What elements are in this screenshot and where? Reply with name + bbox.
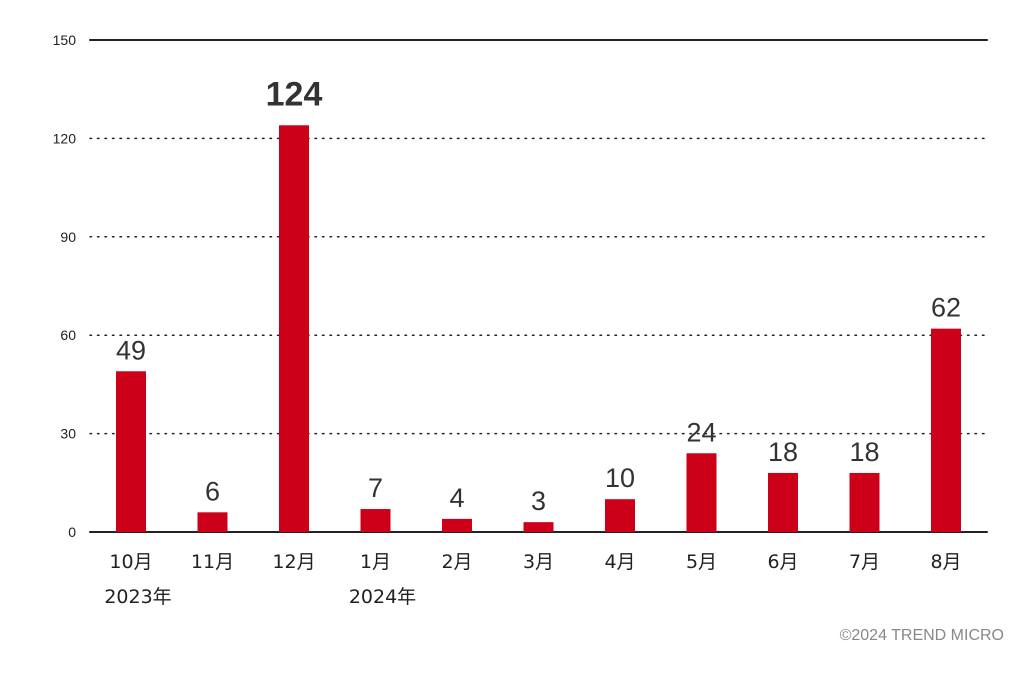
data-labels: 49 6 124 7 4 3 10 24 18 18 62 bbox=[116, 75, 961, 516]
year-label: 2023年 bbox=[104, 586, 171, 608]
data-label: 3 bbox=[531, 486, 546, 516]
data-label: 24 bbox=[686, 417, 716, 447]
bar bbox=[768, 472, 798, 532]
x-axis-category-labels: 10月 11月 12月 1月 2月 3月 4月 5月 6月 7月 8月 bbox=[109, 551, 961, 573]
x-category-label: 5月 bbox=[686, 551, 717, 573]
data-label: 4 bbox=[449, 483, 464, 513]
x-category-label: 3月 bbox=[523, 551, 554, 573]
x-category-label: 11月 bbox=[191, 551, 234, 573]
data-label: 7 bbox=[368, 473, 383, 503]
bar bbox=[442, 518, 472, 532]
data-label: 49 bbox=[116, 335, 146, 365]
bar bbox=[360, 509, 391, 532]
data-label: 6 bbox=[205, 476, 220, 506]
bar bbox=[931, 328, 961, 532]
copyright-text: ©2024 TREND MICRO bbox=[839, 627, 1004, 644]
x-category-label: 6月 bbox=[767, 551, 798, 573]
y-tick-label: 150 bbox=[53, 32, 77, 48]
bar bbox=[279, 125, 309, 532]
y-tick-label: 120 bbox=[53, 130, 77, 146]
y-axis-tick-labels: 0 30 60 90 120 150 bbox=[53, 32, 77, 540]
x-category-label: 7月 bbox=[849, 551, 880, 573]
data-label: 62 bbox=[931, 293, 961, 323]
x-category-label: 8月 bbox=[930, 551, 961, 573]
x-category-label: 4月 bbox=[604, 551, 635, 573]
x-axis-year-labels: 2023年 2024年 bbox=[104, 586, 416, 608]
x-category-label: 1月 bbox=[360, 551, 391, 573]
bar bbox=[197, 512, 228, 532]
x-category-label: 2月 bbox=[441, 551, 472, 573]
data-label: 10 bbox=[605, 463, 635, 493]
bars bbox=[116, 125, 961, 532]
x-category-label: 12月 bbox=[272, 551, 315, 573]
bar bbox=[116, 371, 146, 532]
y-tick-label: 90 bbox=[60, 229, 76, 245]
bar bbox=[849, 472, 880, 532]
y-tick-label: 0 bbox=[68, 524, 76, 540]
x-category-label: 10月 bbox=[109, 551, 152, 573]
y-tick-label: 60 bbox=[60, 327, 76, 343]
y-tick-label: 30 bbox=[60, 426, 76, 442]
data-label: 18 bbox=[768, 437, 798, 467]
bar bbox=[523, 522, 554, 532]
data-label-highlight: 124 bbox=[266, 75, 323, 113]
bar bbox=[686, 453, 717, 532]
bar bbox=[605, 499, 635, 532]
year-label: 2024年 bbox=[349, 586, 416, 608]
data-label: 18 bbox=[849, 437, 879, 467]
